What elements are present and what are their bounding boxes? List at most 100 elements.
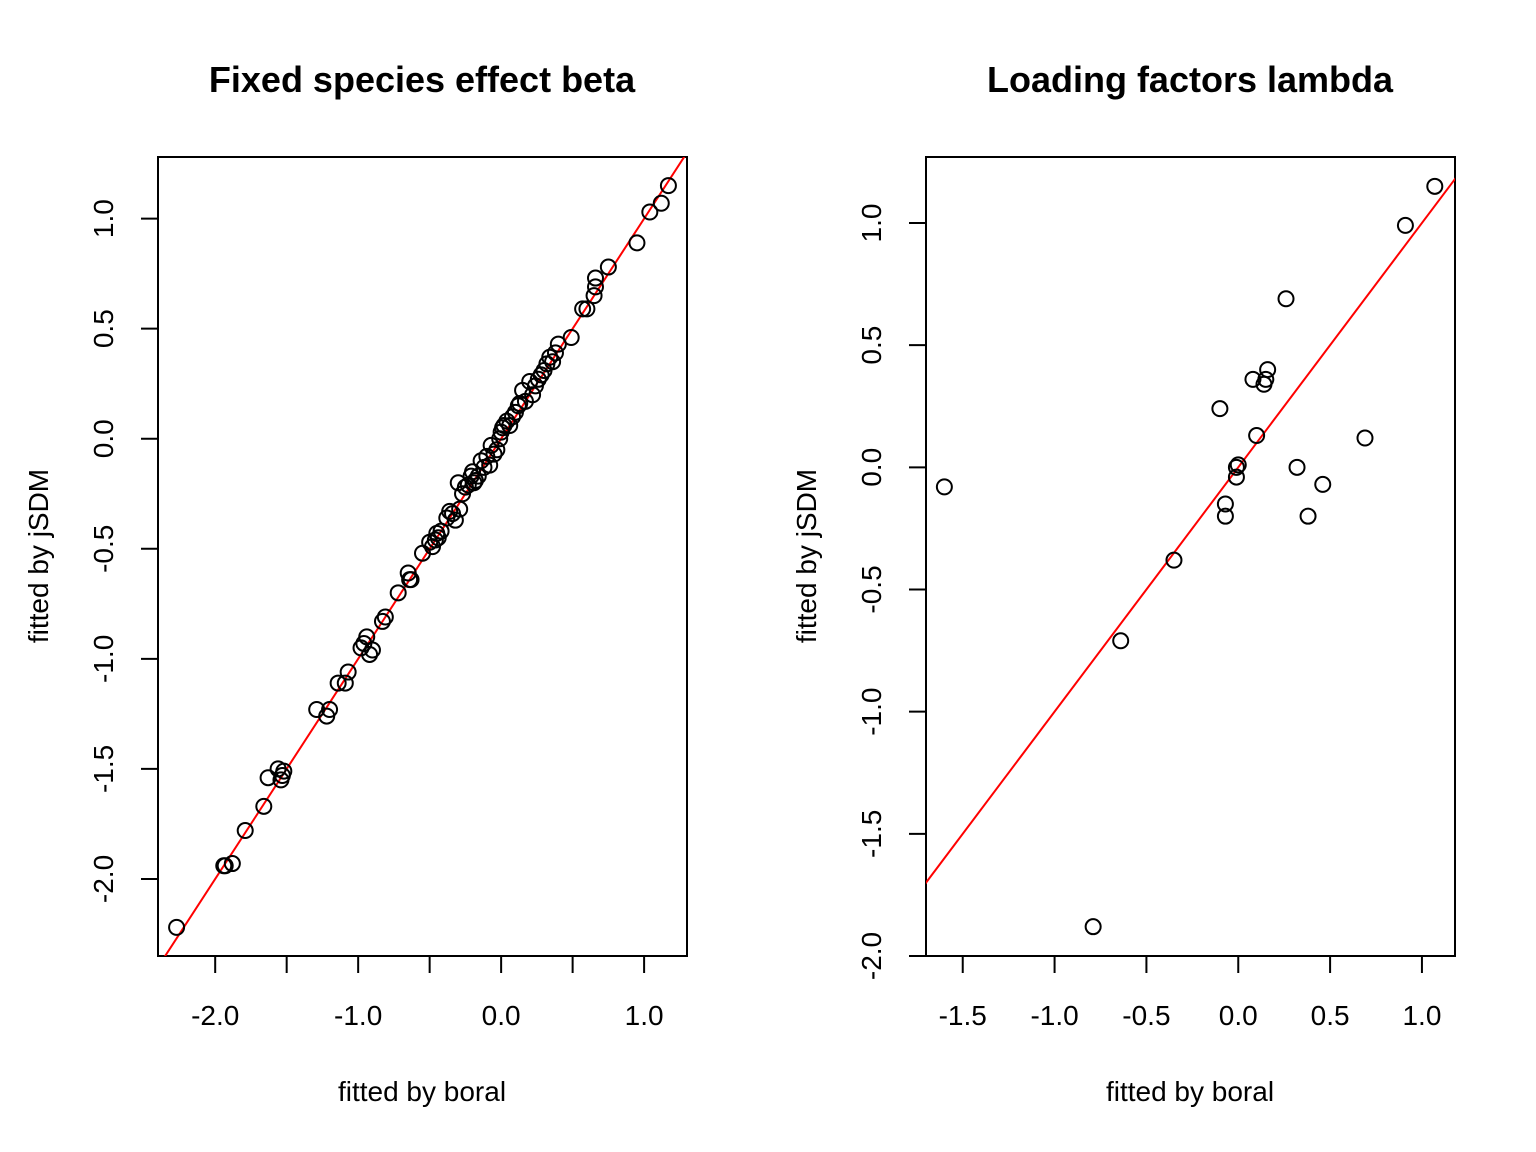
y-tick-label: -0.5 [856, 565, 887, 613]
reference-line [926, 177, 1455, 885]
data-point [1244, 370, 1262, 388]
y-tick-label: -1.5 [88, 745, 119, 793]
data-point [336, 674, 354, 692]
y-tick-label: -2.0 [88, 855, 119, 903]
chart-panel-lambda: Loading factors lambda fitted by boral f… [791, 59, 1456, 1107]
data-point [1229, 456, 1247, 474]
x-tick-label: 0.5 [1311, 1000, 1350, 1031]
data-point [1259, 361, 1277, 379]
data-point [1211, 400, 1229, 418]
data-point [659, 177, 677, 195]
x-tick-label: -1.0 [1030, 1000, 1078, 1031]
data-point [1248, 427, 1266, 445]
data-point [363, 641, 381, 659]
data-point [1227, 458, 1245, 476]
reference-line [163, 157, 686, 956]
data-point [216, 857, 234, 875]
data-point [441, 502, 459, 520]
y-tick-label: -1.5 [856, 810, 887, 858]
data-point [1314, 475, 1332, 493]
data-point [488, 441, 506, 459]
x-tick-label: -0.5 [1122, 1000, 1170, 1031]
y-axis-label: fitted by jSDM [791, 469, 822, 643]
data-point [1227, 468, 1245, 486]
data-point [321, 700, 339, 718]
data-point [495, 417, 513, 435]
chart-title: Loading factors lambda [987, 59, 1394, 100]
y-axis-label: fitted by jSDM [23, 469, 54, 643]
data-point [935, 478, 953, 496]
data-point [498, 412, 516, 430]
data-point [1216, 507, 1234, 525]
data-point [546, 344, 564, 362]
data-point [485, 445, 503, 463]
data-point [578, 300, 596, 318]
chart-panel-beta: Fixed species effect beta fitted by bora… [23, 59, 688, 1107]
y-tick-label: 0.5 [856, 326, 887, 365]
data-point [1165, 551, 1183, 569]
data-point [1257, 370, 1275, 388]
data-point [1396, 216, 1414, 234]
data-point [1216, 495, 1234, 513]
data-point [446, 511, 464, 529]
y-tick-label: 1.0 [856, 204, 887, 243]
data-point [339, 663, 357, 681]
y-tick-label: 0.5 [88, 309, 119, 348]
y-tick-label: -2.0 [856, 932, 887, 980]
x-tick-label: -2.0 [191, 1000, 239, 1031]
data-point [599, 258, 617, 276]
data-point [652, 194, 670, 212]
x-tick-label: 1.0 [625, 1000, 664, 1031]
data-layer [926, 177, 1455, 936]
data-point [389, 584, 407, 602]
data-point [426, 531, 444, 549]
axis-ticks: -2.0 -1.0 0.0 1.0 -2.0 -1.5 -1.0 -0.5 0.0 0.5 1.0 [88, 199, 664, 1031]
y-tick-label: 0.0 [856, 448, 887, 487]
data-point [585, 287, 603, 305]
data-point [236, 822, 254, 840]
data-point [361, 645, 379, 663]
x-tick-label: 1.0 [1402, 1000, 1441, 1031]
x-tick-label: 0.0 [1219, 1000, 1258, 1031]
data-point [1112, 632, 1130, 650]
data-point [464, 463, 482, 481]
data-point [402, 571, 420, 589]
data-point [255, 797, 273, 815]
y-tick-label: -1.0 [88, 635, 119, 683]
data-point [586, 278, 604, 296]
data-point [329, 674, 347, 692]
data-point [586, 269, 604, 287]
x-tick-label: -1.5 [939, 1000, 987, 1031]
data-point [1299, 507, 1317, 525]
data-point [549, 335, 567, 353]
data-point [275, 762, 293, 780]
x-axis-label: fitted by boral [338, 1076, 506, 1107]
x-tick-label: -1.0 [334, 1000, 382, 1031]
data-point [541, 348, 559, 366]
data-point [1277, 290, 1295, 308]
data-layer [163, 157, 686, 956]
data-point [376, 608, 394, 626]
data-point [223, 855, 241, 873]
data-point [641, 203, 659, 221]
data-point [1426, 177, 1444, 195]
y-tick-label: 0.0 [88, 419, 119, 458]
data-point [628, 234, 646, 252]
data-point [529, 370, 547, 388]
data-point [373, 612, 391, 630]
data-point [544, 353, 562, 371]
axis-ticks: -1.5 -1.0 -0.5 0.0 0.5 1.0 -2.0 -1.5 -1.0 -0.5 0.0… [856, 204, 1441, 1031]
data-point [574, 300, 592, 318]
y-tick-label: -1.0 [856, 688, 887, 736]
data-point [1356, 429, 1374, 447]
x-axis-label: fitted by boral [1106, 1076, 1274, 1107]
plot-frame [925, 156, 1456, 957]
data-point [481, 456, 499, 474]
data-point [562, 328, 580, 346]
data-point [1288, 458, 1306, 476]
x-tick-label: 0.0 [482, 1000, 521, 1031]
chart-title: Fixed species effect beta [209, 59, 636, 100]
y-tick-label: 1.0 [88, 199, 119, 238]
data-point [168, 918, 186, 936]
